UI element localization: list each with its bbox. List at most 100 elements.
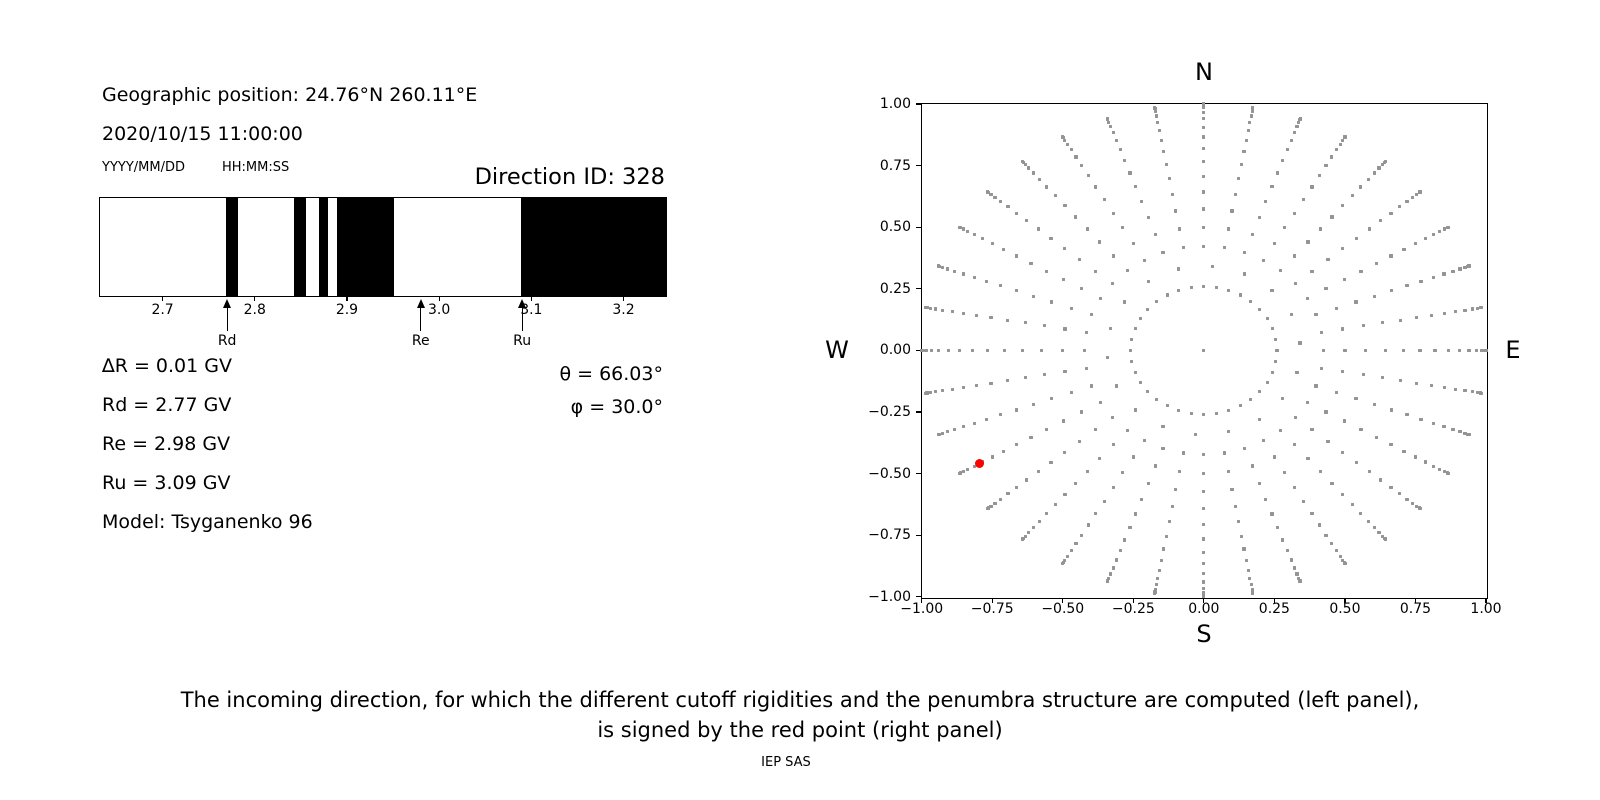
direction-dot bbox=[1063, 370, 1067, 374]
direction-dot bbox=[1202, 146, 1206, 151]
direction-dot bbox=[1402, 247, 1406, 252]
direction-dot bbox=[1154, 114, 1159, 118]
direction-dot bbox=[946, 430, 950, 434]
direction-dot bbox=[1343, 348, 1347, 352]
direction-dot bbox=[972, 275, 976, 279]
direction-dot bbox=[1305, 296, 1309, 300]
direction-dot bbox=[1023, 534, 1027, 538]
direction-dot bbox=[1301, 197, 1306, 202]
x-axis-tick bbox=[921, 597, 923, 603]
direction-dot bbox=[1438, 229, 1442, 233]
direction-dot bbox=[1037, 519, 1042, 523]
direction-dot bbox=[999, 199, 1003, 204]
direction-dot bbox=[1155, 299, 1159, 304]
direction-dot bbox=[1015, 485, 1019, 490]
direction-dot bbox=[1111, 254, 1115, 258]
direction-dot bbox=[1298, 341, 1302, 345]
direction-dot bbox=[1084, 330, 1088, 334]
axis-tick-label: 2.7 bbox=[151, 302, 174, 318]
y-axis-tick-label: −0.25 bbox=[868, 403, 911, 420]
direction-dot bbox=[1341, 327, 1345, 331]
direction-dot bbox=[990, 455, 994, 459]
direction-dot bbox=[1326, 439, 1330, 443]
direction-dot bbox=[1389, 254, 1393, 258]
direction-dot bbox=[1367, 470, 1371, 474]
direction-dot bbox=[941, 265, 945, 269]
direction-dot bbox=[1318, 470, 1323, 474]
x-axis-tick-label: −0.25 bbox=[1111, 601, 1155, 617]
direction-dot bbox=[1177, 470, 1181, 474]
direction-dot bbox=[961, 227, 965, 231]
direction-dot bbox=[1250, 233, 1254, 237]
direction-dot bbox=[986, 507, 990, 511]
direction-dot bbox=[1377, 166, 1381, 170]
direction-dot bbox=[1418, 190, 1422, 194]
direction-dot bbox=[1020, 348, 1024, 352]
direction-dot bbox=[1285, 148, 1289, 152]
direction-dot bbox=[1157, 128, 1162, 133]
direction-dot bbox=[937, 433, 941, 437]
direction-dot bbox=[1146, 215, 1151, 220]
direction-dot bbox=[1202, 591, 1206, 595]
direction-dot bbox=[1069, 148, 1073, 152]
direction-dot bbox=[1470, 390, 1474, 394]
direction-dot bbox=[1244, 138, 1248, 142]
direction-dot bbox=[1453, 309, 1458, 314]
direction-dot bbox=[1023, 162, 1027, 167]
direction-dot bbox=[1080, 410, 1084, 414]
direction-dot bbox=[937, 264, 941, 268]
direction-dot bbox=[1222, 246, 1227, 250]
direction-dot bbox=[1270, 326, 1275, 331]
direction-dot bbox=[999, 413, 1003, 417]
direction-dot bbox=[1153, 587, 1158, 591]
direction-dot bbox=[1372, 526, 1376, 530]
direction-dot bbox=[1364, 348, 1368, 352]
direction-dot bbox=[1061, 278, 1066, 282]
direction-dot bbox=[1274, 359, 1278, 364]
direction-dot bbox=[990, 242, 994, 246]
direction-dot bbox=[1246, 128, 1250, 133]
direction-dot bbox=[1230, 209, 1234, 213]
direction-dot bbox=[1283, 226, 1287, 230]
direction-dot bbox=[1027, 166, 1031, 170]
date-format-label: YYYY/MM/DD bbox=[102, 160, 185, 175]
direction-dot bbox=[1107, 576, 1111, 580]
direction-dot bbox=[1128, 526, 1132, 530]
direction-dot bbox=[1319, 330, 1323, 334]
direction-dot bbox=[1274, 337, 1278, 341]
direction-dot bbox=[1202, 117, 1206, 121]
y-axis-tick bbox=[915, 534, 921, 536]
direction-dot bbox=[1251, 591, 1255, 595]
direction-dot bbox=[1423, 460, 1427, 464]
direction-dot bbox=[1249, 114, 1253, 118]
value-line-model: Model: Tsyganenko 96 bbox=[102, 511, 313, 533]
direction-dot bbox=[1383, 537, 1387, 541]
penumbra-black-band bbox=[336, 198, 395, 296]
direction-dot bbox=[1125, 268, 1129, 273]
direction-dot bbox=[1383, 160, 1387, 164]
direction-dot bbox=[1243, 250, 1247, 255]
direction-dot bbox=[1233, 504, 1237, 508]
value-line-rd: Rd = 2.77 GV bbox=[102, 394, 232, 416]
direction-dot bbox=[1343, 562, 1347, 566]
direction-dot bbox=[985, 279, 989, 283]
direction-dot bbox=[1249, 299, 1253, 304]
direction-dot bbox=[1002, 449, 1006, 453]
direction-dot bbox=[950, 309, 954, 314]
direction-dot bbox=[1080, 163, 1084, 168]
direction-dot bbox=[1467, 348, 1471, 352]
direction-dot bbox=[1105, 580, 1109, 584]
up-arrow-icon bbox=[518, 299, 527, 308]
direction-dot bbox=[1474, 348, 1478, 352]
direction-dot bbox=[1272, 242, 1276, 246]
direction-dot bbox=[1193, 432, 1198, 436]
value-line-theta: θ = 66.03° bbox=[559, 363, 663, 385]
direction-dot bbox=[1270, 289, 1274, 293]
direction-dot bbox=[1398, 205, 1402, 209]
direction-dot bbox=[1413, 242, 1418, 246]
y-axis-tick bbox=[915, 349, 921, 351]
direction-dot bbox=[1402, 449, 1406, 453]
direction-dot bbox=[1446, 225, 1450, 229]
direction-dot bbox=[1467, 264, 1471, 268]
direction-dot bbox=[1140, 497, 1144, 501]
